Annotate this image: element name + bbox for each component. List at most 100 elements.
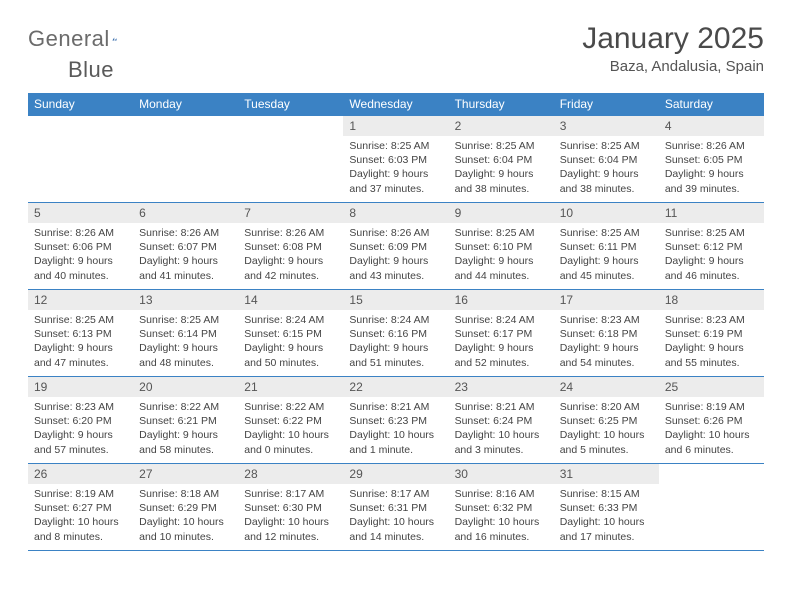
day-body: Sunrise: 8:25 AMSunset: 6:12 PMDaylight:… xyxy=(659,223,764,287)
sunset-text: Sunset: 6:08 PM xyxy=(244,240,337,254)
dow-friday: Friday xyxy=(554,93,659,116)
day-cell xyxy=(133,116,238,202)
dow-tuesday: Tuesday xyxy=(238,93,343,116)
day-number: 5 xyxy=(28,203,133,223)
day-body: Sunrise: 8:19 AMSunset: 6:27 PMDaylight:… xyxy=(28,484,133,548)
sunset-text: Sunset: 6:20 PM xyxy=(34,414,127,428)
daylight-text: Daylight: 9 hours and 38 minutes. xyxy=(455,167,548,195)
sunset-text: Sunset: 6:07 PM xyxy=(139,240,232,254)
day-number: 28 xyxy=(238,464,343,484)
daylight-text: Daylight: 9 hours and 43 minutes. xyxy=(349,254,442,282)
day-cell: 21Sunrise: 8:22 AMSunset: 6:22 PMDayligh… xyxy=(238,377,343,463)
sunrise-text: Sunrise: 8:16 AM xyxy=(455,487,548,501)
day-cell: 29Sunrise: 8:17 AMSunset: 6:31 PMDayligh… xyxy=(343,464,448,550)
day-cell: 15Sunrise: 8:24 AMSunset: 6:16 PMDayligh… xyxy=(343,290,448,376)
daylight-text: Daylight: 9 hours and 52 minutes. xyxy=(455,341,548,369)
sunset-text: Sunset: 6:27 PM xyxy=(34,501,127,515)
sunset-text: Sunset: 6:06 PM xyxy=(34,240,127,254)
day-body: Sunrise: 8:23 AMSunset: 6:20 PMDaylight:… xyxy=(28,397,133,461)
day-cell: 12Sunrise: 8:25 AMSunset: 6:13 PMDayligh… xyxy=(28,290,133,376)
daylight-text: Daylight: 10 hours and 6 minutes. xyxy=(665,428,758,456)
sunrise-text: Sunrise: 8:23 AM xyxy=(34,400,127,414)
day-number: 31 xyxy=(554,464,659,484)
week-row: 5 Sunrise: 8:26 AM Sunset: 6:06 PM Daylight… xyxy=(28,203,764,290)
week-row: 26Sunrise: 8:19 AMSunset: 6:27 PMDayligh… xyxy=(28,464,764,551)
sunset-text: Sunset: 6:05 PM xyxy=(665,153,758,167)
day-body: Sunrise: 8:25 AMSunset: 6:13 PMDaylight:… xyxy=(28,310,133,374)
day-cell: 19Sunrise: 8:23 AMSunset: 6:20 PMDayligh… xyxy=(28,377,133,463)
daylight-text: Daylight: 9 hours and 45 minutes. xyxy=(560,254,653,282)
sunrise-text: Sunrise: 8:22 AM xyxy=(244,400,337,414)
day-number: 22 xyxy=(343,377,448,397)
week-row: 19Sunrise: 8:23 AMSunset: 6:20 PMDayligh… xyxy=(28,377,764,464)
day-number: 3 xyxy=(554,116,659,136)
day-cell: 3Sunrise: 8:25 AMSunset: 6:04 PMDaylight… xyxy=(554,116,659,202)
day-number: 23 xyxy=(449,377,554,397)
day-cell: 14Sunrise: 8:24 AMSunset: 6:15 PMDayligh… xyxy=(238,290,343,376)
title-block: January 2025 Baza, Andalusia, Spain xyxy=(582,22,764,75)
logo: General xyxy=(28,22,140,52)
day-cell xyxy=(659,464,764,550)
day-number: 26 xyxy=(28,464,133,484)
day-body: Sunrise: 8:23 AMSunset: 6:18 PMDaylight:… xyxy=(554,310,659,374)
day-body: Sunrise: 8:26 AMSunset: 6:09 PMDaylight:… xyxy=(343,223,448,287)
weeks-container: 1Sunrise: 8:25 AMSunset: 6:03 PMDaylight… xyxy=(28,116,764,551)
day-cell xyxy=(28,116,133,202)
sunset-text: Sunset: 6:23 PM xyxy=(349,414,442,428)
day-body: Sunrise: 8:18 AMSunset: 6:29 PMDaylight:… xyxy=(133,484,238,548)
day-cell: 1Sunrise: 8:25 AMSunset: 6:03 PMDaylight… xyxy=(343,116,448,202)
daylight-text: Daylight: 9 hours and 39 minutes. xyxy=(665,167,758,195)
day-cell: 7Sunrise: 8:26 AMSunset: 6:08 PMDaylight… xyxy=(238,203,343,289)
sunset-text: Sunset: 6:10 PM xyxy=(455,240,548,254)
sunrise-text: Sunrise: 8:25 AM xyxy=(34,313,127,327)
day-body: Sunrise: 8:21 AMSunset: 6:23 PMDaylight:… xyxy=(343,397,448,461)
day-number: 14 xyxy=(238,290,343,310)
sunset-text: Sunset: 6:12 PM xyxy=(665,240,758,254)
day-body: Sunrise: 8:24 AMSunset: 6:16 PMDaylight:… xyxy=(343,310,448,374)
day-number: 29 xyxy=(343,464,448,484)
day-body: Sunrise: 8:25 AMSunset: 6:10 PMDaylight:… xyxy=(449,223,554,287)
calendar-page: General January 2025 Baza, Andalusia, Sp… xyxy=(0,0,792,569)
day-of-week-header: Sunday Monday Tuesday Wednesday Thursday… xyxy=(28,93,764,116)
day-cell: 10Sunrise: 8:25 AMSunset: 6:11 PMDayligh… xyxy=(554,203,659,289)
sunset-text: Sunset: 6:09 PM xyxy=(349,240,442,254)
logo-text: General xyxy=(28,26,110,52)
sunrise-text: Sunrise: 8:18 AM xyxy=(139,487,232,501)
sunrise-text: Sunrise: 8:26 AM xyxy=(665,139,758,153)
sunrise-text: Sunrise: 8:26 AM xyxy=(349,226,442,240)
day-number: 21 xyxy=(238,377,343,397)
day-number: 30 xyxy=(449,464,554,484)
daylight-text: Daylight: 9 hours and 47 minutes. xyxy=(34,341,127,369)
sunrise-text: Sunrise: 8:25 AM xyxy=(560,139,653,153)
day-cell: 9Sunrise: 8:25 AMSunset: 6:10 PMDaylight… xyxy=(449,203,554,289)
day-number: 4 xyxy=(659,116,764,136)
day-cell: 2Sunrise: 8:25 AMSunset: 6:04 PMDaylight… xyxy=(449,116,554,202)
sunset-text: Sunset: 6:24 PM xyxy=(455,414,548,428)
daylight-text: Daylight: 10 hours and 12 minutes. xyxy=(244,515,337,543)
day-cell: 26Sunrise: 8:19 AMSunset: 6:27 PMDayligh… xyxy=(28,464,133,550)
week-row: 1Sunrise: 8:25 AMSunset: 6:03 PMDaylight… xyxy=(28,116,764,203)
daylight-text: Daylight: 10 hours and 1 minute. xyxy=(349,428,442,456)
day-number: 6 xyxy=(133,203,238,223)
sunrise-text: Sunrise: 8:24 AM xyxy=(244,313,337,327)
day-cell: 22Sunrise: 8:21 AMSunset: 6:23 PMDayligh… xyxy=(343,377,448,463)
sail-icon xyxy=(112,29,117,49)
day-number: 16 xyxy=(449,290,554,310)
sunrise-text: Sunrise: 8:25 AM xyxy=(665,226,758,240)
sunrise-text: Sunrise: 8:25 AM xyxy=(560,226,653,240)
sunset-text: Sunset: 6:22 PM xyxy=(244,414,337,428)
day-body: Sunrise: 8:24 AMSunset: 6:15 PMDaylight:… xyxy=(238,310,343,374)
day-cell: 4 Sunrise: 8:26 AMSunset: 6:05 PMDaylight… xyxy=(659,116,764,202)
sunset-text: Sunset: 6:04 PM xyxy=(560,153,653,167)
daylight-text: Daylight: 10 hours and 8 minutes. xyxy=(34,515,127,543)
daylight-text: Daylight: 9 hours and 41 minutes. xyxy=(139,254,232,282)
daylight-text: Daylight: 9 hours and 42 minutes. xyxy=(244,254,337,282)
sunrise-text: Sunrise: 8:25 AM xyxy=(139,313,232,327)
sunset-text: Sunset: 6:14 PM xyxy=(139,327,232,341)
sunrise-text: Sunrise: 8:23 AM xyxy=(665,313,758,327)
dow-thursday: Thursday xyxy=(449,93,554,116)
sunrise-text: Sunrise: 8:26 AM xyxy=(244,226,337,240)
day-number: 18 xyxy=(659,290,764,310)
daylight-text: Daylight: 9 hours and 54 minutes. xyxy=(560,341,653,369)
day-number: 2 xyxy=(449,116,554,136)
